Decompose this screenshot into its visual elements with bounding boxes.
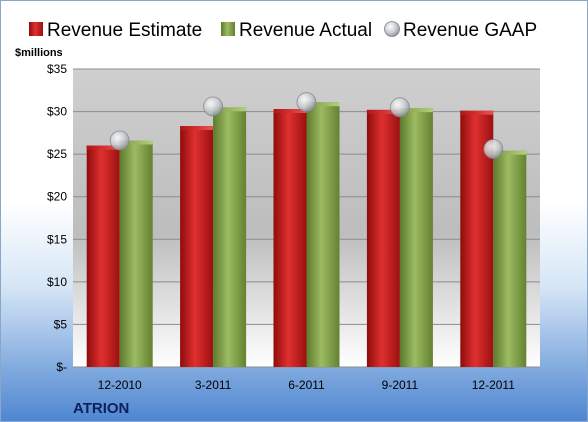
legend-label: Revenue Actual xyxy=(239,20,372,41)
revenue-estimate-bar xyxy=(273,109,307,367)
gaap-markers xyxy=(109,92,504,159)
revenue-estimate-bar-top xyxy=(273,109,307,114)
revenue-estimate-bar xyxy=(86,145,120,367)
revenue-actual-bar xyxy=(306,102,340,367)
y-tick-label: $10 xyxy=(47,275,67,289)
revenue-estimate-bar-body xyxy=(273,109,307,367)
y-axis-unit-label: $millions xyxy=(15,47,63,59)
company-name: ATRION xyxy=(73,400,129,417)
gaap-marker xyxy=(296,92,317,113)
gaap-marker xyxy=(389,97,410,118)
x-tick-label: 6-2011 xyxy=(288,378,325,392)
y-tick-label: $- xyxy=(56,360,67,374)
revenue-actual-bar-body xyxy=(493,150,527,367)
legend-label: Revenue Estimate xyxy=(47,20,202,41)
revenue-actual-bar-top xyxy=(306,102,340,107)
x-axis-ticks: 12-2010 3-2011 6-2011 9-2011 12-2011 xyxy=(98,378,516,392)
revenue-gaap-legend-swatch xyxy=(384,21,400,37)
revenue-actual-bar-top xyxy=(493,150,527,155)
revenue-actual-bar xyxy=(399,108,433,367)
revenue-estimate-bar xyxy=(180,126,214,367)
gaap-marker xyxy=(203,96,224,117)
revenue-actual-bar-body xyxy=(306,102,340,367)
revenue-estimate-bar-top xyxy=(180,126,214,131)
revenue-actual-bar xyxy=(213,107,247,368)
x-tick-label: 12-2010 xyxy=(98,378,142,392)
gaap-marker xyxy=(483,139,504,159)
revenue-actual-bar xyxy=(493,150,527,367)
revenue-estimate-bar-top xyxy=(86,145,120,150)
revenue-estimate-bar xyxy=(366,109,400,368)
revenue-estimate-legend-swatch xyxy=(29,22,43,36)
y-tick-label: $15 xyxy=(47,232,67,246)
legend: Revenue Estimate Revenue Actual Revenue GA… xyxy=(29,20,537,41)
y-tick-label: $25 xyxy=(47,147,67,161)
x-tick-label: 3-2011 xyxy=(195,378,232,392)
x-tick-label: 9-2011 xyxy=(382,378,419,392)
revenue-actual-bar-top xyxy=(399,108,433,113)
revenue-actual-bar-top xyxy=(119,140,153,145)
revenue-actual-bar-top xyxy=(213,107,247,112)
y-tick-label: $20 xyxy=(47,190,67,204)
revenue-estimate-bar-body xyxy=(180,126,214,367)
y-tick-label: $5 xyxy=(54,317,68,331)
revenue-estimate-bar-body xyxy=(86,145,120,367)
gaap-marker xyxy=(109,130,130,151)
legend-label: Revenue GAAP xyxy=(403,20,537,41)
bars xyxy=(86,102,527,368)
x-tick-label: 12-2011 xyxy=(472,378,515,392)
y-axis-ticks: $- $5 $10 $15 $20 $25 $30 $35 xyxy=(47,62,67,374)
revenue-estimate-bar-top xyxy=(460,110,494,115)
revenue-estimate-bar-body xyxy=(366,109,400,368)
revenue-actual-bar xyxy=(119,140,153,367)
revenue-estimate-bar-top xyxy=(366,109,400,114)
revenue-actual-bar-body xyxy=(119,140,153,367)
y-tick-label: $30 xyxy=(47,105,67,119)
y-tick-label: $35 xyxy=(47,62,67,76)
revenue-actual-bar-body xyxy=(399,108,433,367)
revenue-actual-legend-swatch xyxy=(221,22,235,36)
revenue-actual-bar-body xyxy=(213,107,247,368)
